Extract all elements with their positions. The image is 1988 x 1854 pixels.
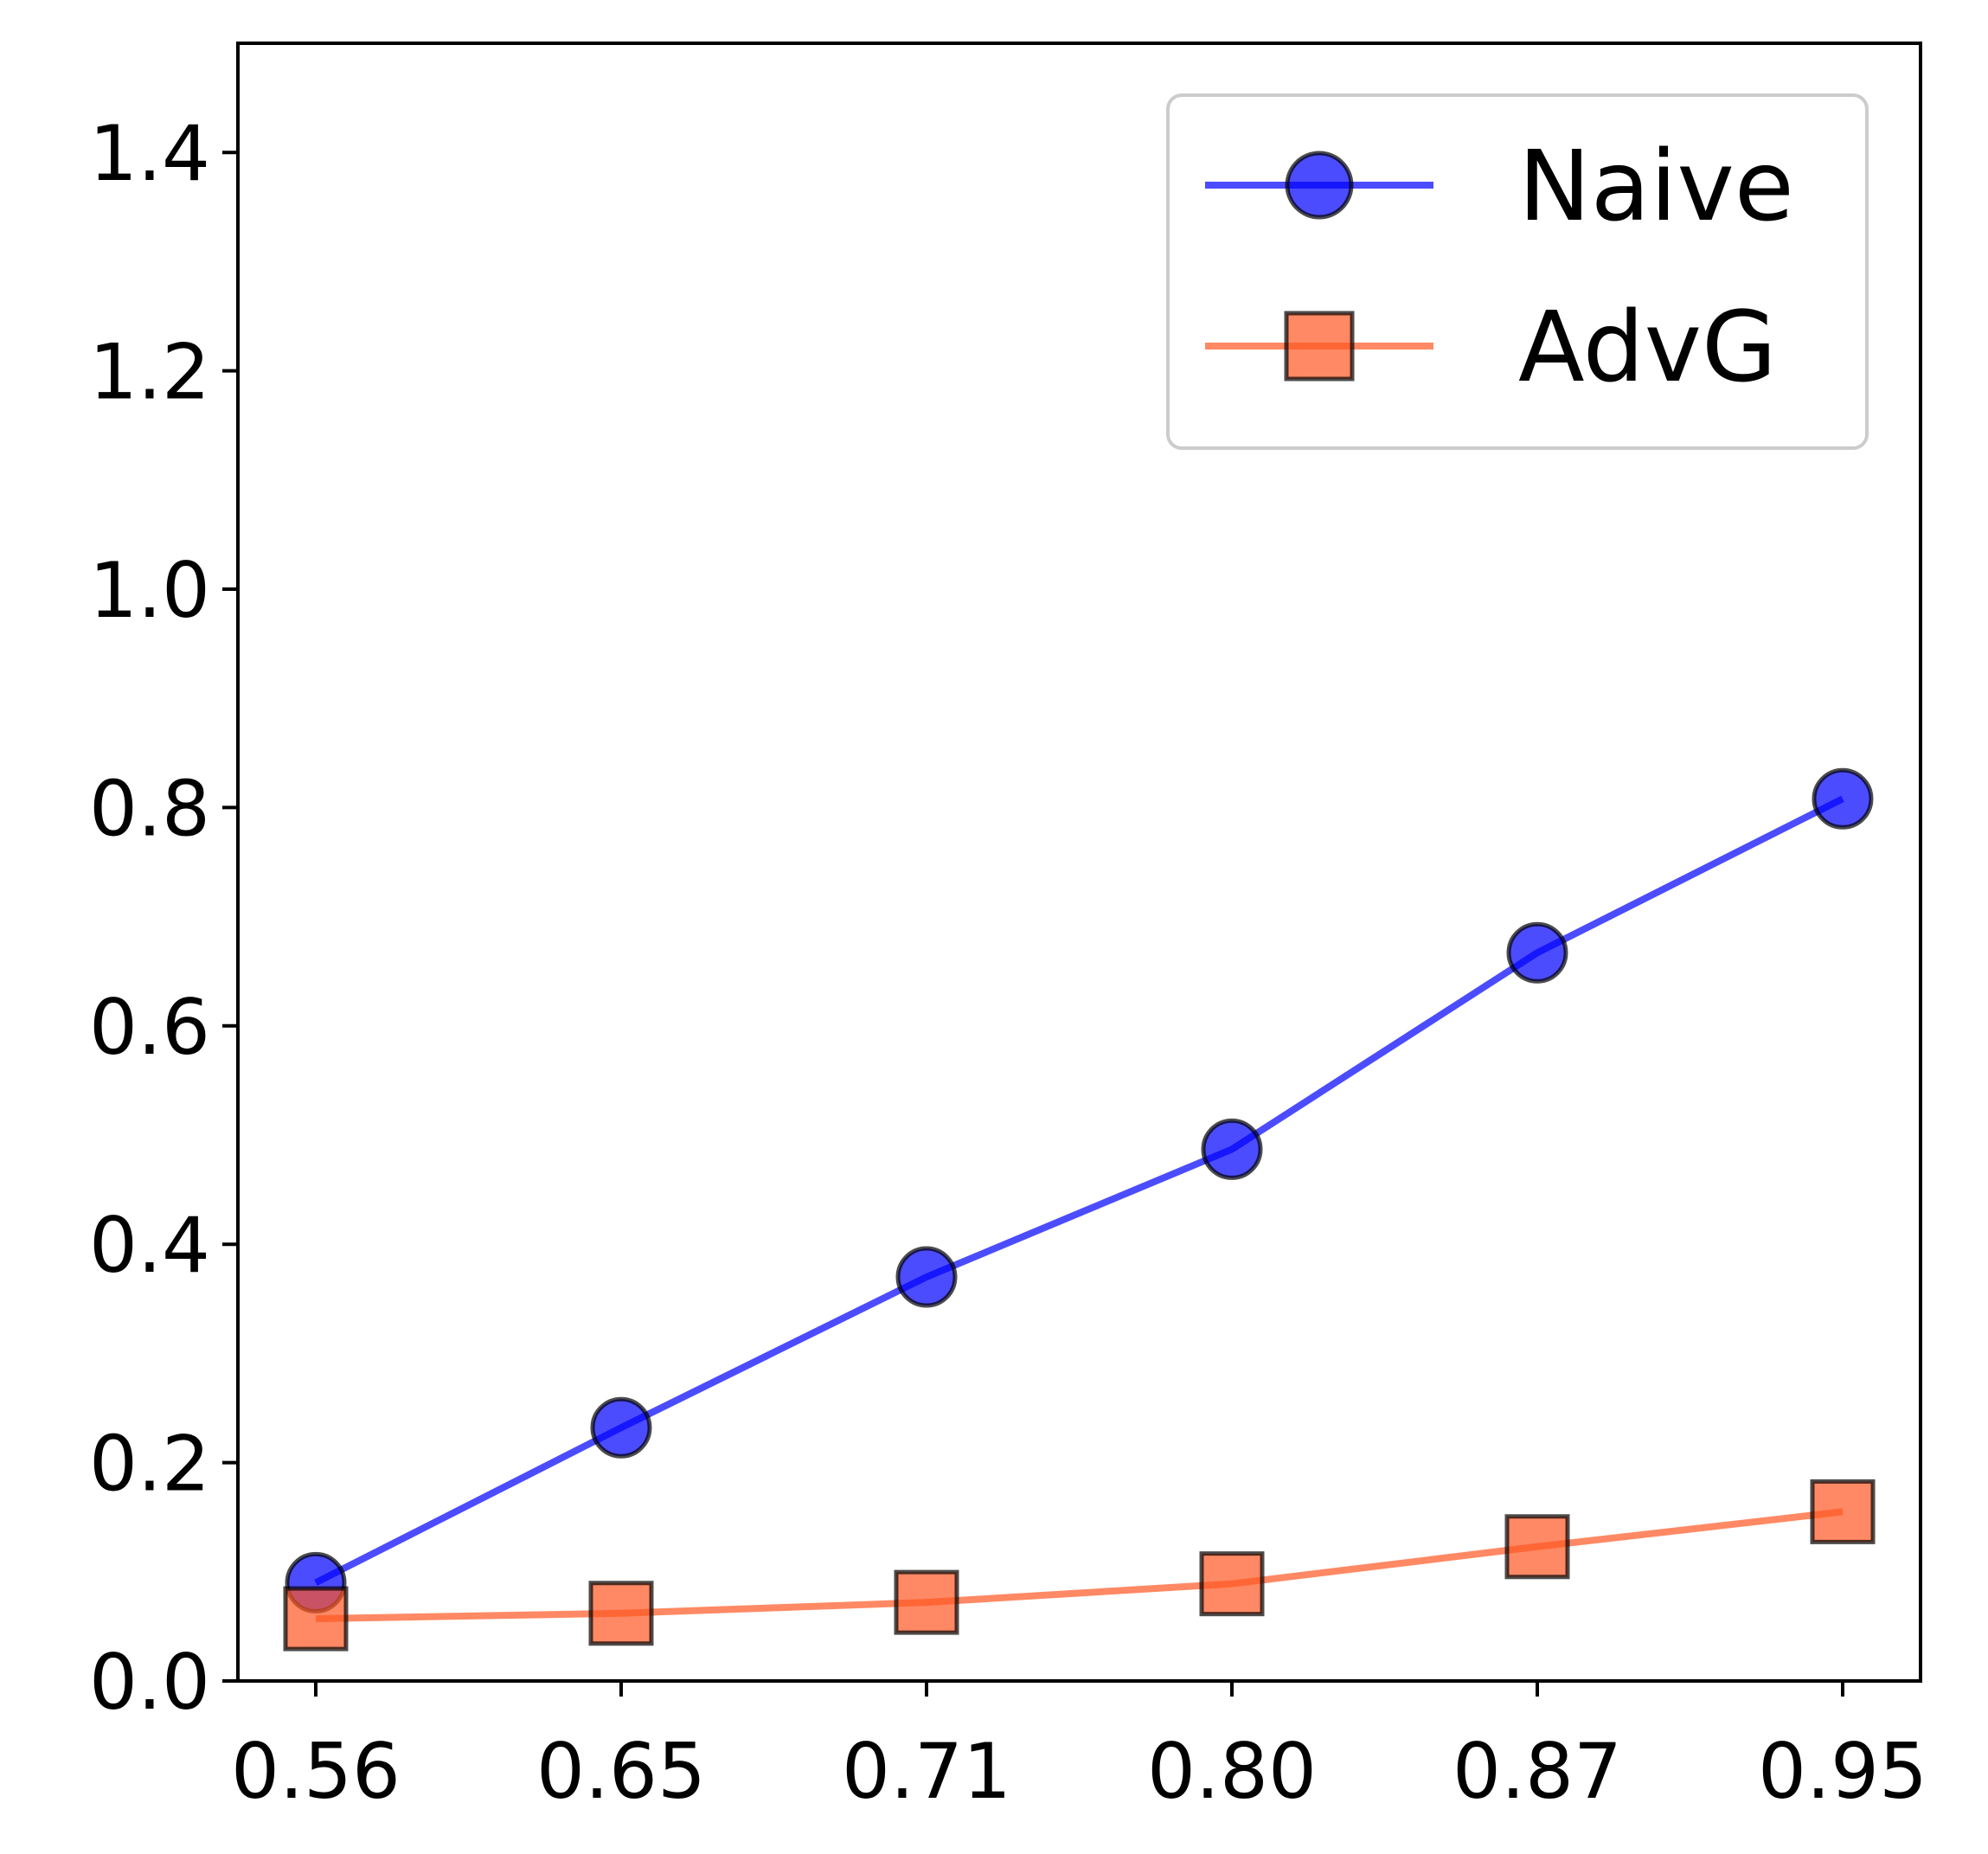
x-tick-label: 0.65 bbox=[536, 1727, 706, 1816]
legend-label-advg: AdvG bbox=[1518, 292, 1777, 404]
x-tick-label: 0.95 bbox=[1758, 1727, 1927, 1816]
legend-marker-advg bbox=[1284, 311, 1355, 382]
y-tick-label: 1.4 bbox=[89, 109, 210, 198]
y-tick-label: 0.4 bbox=[89, 1201, 210, 1290]
x-axis: 0.56 0.65 0.71 0.80 0.87 0.95 bbox=[231, 1681, 1927, 1816]
legend: Naive AdvG bbox=[1166, 93, 1869, 450]
data-point-advg bbox=[894, 1569, 959, 1635]
x-tick-label: 0.56 bbox=[231, 1727, 401, 1816]
y-axis: 0.0 0.2 0.4 0.6 0.8 1.0 1.2 1.4 bbox=[89, 109, 238, 1727]
legend-marker-naive bbox=[1285, 151, 1354, 220]
data-point-naive bbox=[1506, 921, 1568, 984]
data-point-naive bbox=[895, 1246, 958, 1308]
series-line-naive bbox=[314, 795, 1844, 1586]
data-point-advg bbox=[1199, 1551, 1265, 1617]
y-tick-label: 1.0 bbox=[89, 546, 210, 635]
data-point-naive bbox=[590, 1396, 652, 1459]
x-tick-label: 0.87 bbox=[1453, 1727, 1622, 1816]
y-tick-label: 0.2 bbox=[89, 1420, 210, 1509]
y-tick-label: 0.6 bbox=[89, 983, 210, 1072]
y-tick-label: 0.8 bbox=[89, 764, 210, 853]
y-tick-label: 1.2 bbox=[89, 328, 210, 417]
y-tick-label: 0.0 bbox=[89, 1638, 210, 1727]
series-line-advg bbox=[315, 1508, 1844, 1623]
x-tick-label: 0.80 bbox=[1147, 1727, 1317, 1816]
x-tick-label: 0.71 bbox=[842, 1727, 1011, 1816]
plot-frame bbox=[236, 42, 1922, 1683]
series-layer bbox=[283, 767, 1876, 1652]
data-point-advg bbox=[588, 1581, 654, 1646]
data-point-naive bbox=[1201, 1118, 1263, 1180]
data-point-advg bbox=[1810, 1479, 1876, 1544]
data-point-advg bbox=[1504, 1514, 1570, 1580]
legend-label-naive: Naive bbox=[1518, 131, 1794, 243]
data-point-advg bbox=[283, 1586, 349, 1652]
data-point-naive bbox=[1812, 767, 1874, 830]
